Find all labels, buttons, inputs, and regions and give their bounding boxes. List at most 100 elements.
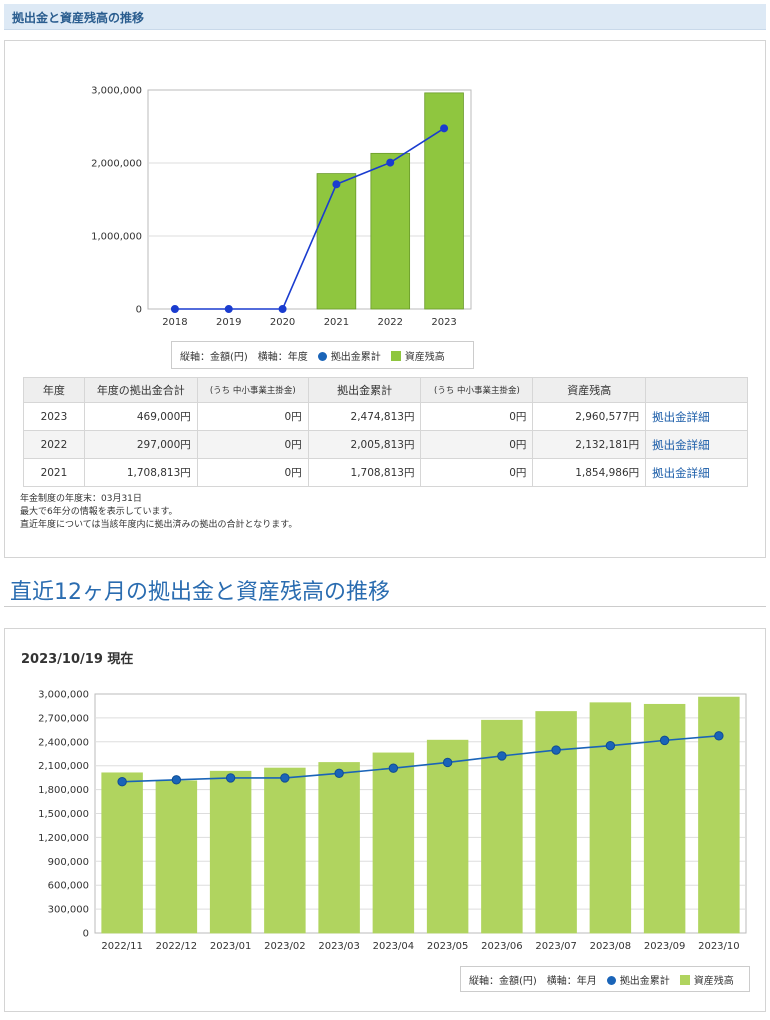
legend-axis-note: 縦軸：金額(円) 横軸：年度	[180, 351, 308, 363]
notes: 年金制度の年度末：03月31日 最大で6年分の情報を表示しています。 直近年度に…	[20, 493, 297, 532]
x-tick-label: 2019	[216, 317, 241, 328]
legend-axis-note: 縦軸：金額(円) 横軸：年月	[469, 975, 597, 987]
divider	[4, 606, 766, 607]
cell-annual: 469,000円	[83, 402, 198, 431]
line-marker-2023/01	[225, 773, 236, 783]
y-tick-label: 3,000,000	[91, 86, 142, 97]
cell-assets: 1,854,986円	[532, 458, 647, 487]
col-header-cumulative: 拠出金累計	[307, 377, 422, 403]
annual-summary-table: 年度 年度の拠出金合計 (うち 中小事業主掛金) 拠出金累計 (うち 中小事業主…	[23, 377, 748, 487]
contribution-detail-link[interactable]: 拠出金詳細	[645, 430, 748, 459]
annual-chart-panel: 0 1,000,000 2,000,000 3,000,000 2018 2019 2020…	[4, 40, 766, 558]
plot-area	[147, 89, 472, 310]
col-header-employer: (うち 中小事業主掛金)	[196, 377, 309, 403]
legend-assets-entry: 資産残高	[679, 972, 734, 987]
line-marker-2023/05	[442, 757, 453, 768]
x-tick-label: 2018	[162, 317, 187, 328]
table-row: 2022 297,000円 0円 2,005,813円 0円 2,132,181…	[23, 430, 748, 459]
cell-assets: 2,132,181円	[532, 430, 647, 459]
contribution-detail-link[interactable]: 拠出金詳細	[645, 458, 748, 487]
line-marker-icon	[317, 351, 327, 361]
bar-2023/08	[589, 702, 632, 934]
note-fiscal-year-end: 年金制度の年度末：03月31日	[20, 494, 142, 504]
bar-2023/02	[264, 767, 306, 934]
line-marker-2019	[224, 305, 233, 313]
bar-2022	[370, 152, 411, 310]
line-marker-2022/12	[171, 775, 182, 785]
line-marker-2023/06	[497, 751, 507, 761]
table-row: 2021 1,708,813円 0円 1,708,813円 0円 1,854,9…	[23, 458, 748, 487]
bar-swatch-icon	[679, 974, 690, 985]
line-marker-2023/02	[280, 773, 290, 783]
y-tick-label: 3,000,000	[38, 690, 89, 701]
legend-contrib-entry: 拠出金累計	[317, 348, 381, 363]
bar-2023/04	[372, 752, 415, 934]
legend-contrib-label: 拠出金累計	[619, 975, 670, 987]
line-marker-2020	[278, 305, 287, 313]
bar-2023/05	[426, 739, 469, 934]
line-marker-2018	[170, 305, 179, 313]
cell-employer: 0円	[196, 458, 309, 487]
col-header-link	[645, 377, 748, 403]
cell-employer-cumulative: 0円	[420, 458, 534, 487]
table-header-row: 年度 年度の拠出金合計 (うち 中小事業主掛金) 拠出金累計 (うち 中小事業主…	[23, 377, 748, 403]
section-title-12-months: 直近12ヶ月の拠出金と資産残高の推移	[10, 580, 390, 605]
contribution-detail-link[interactable]: 拠出金詳細	[645, 402, 748, 431]
y-tick-label: 2,000,000	[91, 159, 142, 170]
section-header: 拠出金と資産残高の推移	[4, 4, 766, 30]
note-latest-year: 直近年度については当該年度内に拠出済みの拠出の合計となります。	[20, 520, 298, 530]
monthly-chart-panel: 2023/10/19 現在 0 300,000 600,000 900,000 1,20…	[4, 628, 766, 1012]
cell-annual: 297,000円	[83, 430, 198, 459]
y-tick-label: 1,500,000	[38, 809, 89, 820]
cell-year: 2022	[23, 430, 85, 459]
x-tick-label: 2023/04	[373, 941, 415, 952]
y-tick-label: 300,000	[48, 905, 89, 916]
col-header-assets: 資産残高	[532, 377, 647, 403]
annual-chart: 0 1,000,000 2,000,000 3,000,000 2018 2019 2020…	[91, 86, 472, 328]
annual-chart-legend: 縦軸：金額(円) 横軸：年度 拠出金累計 資産残高	[171, 341, 474, 369]
x-tick-label: 2022	[378, 317, 403, 328]
x-tick-label: 2023/07	[535, 941, 577, 952]
x-tick-label: 2023/01	[210, 941, 252, 952]
note-max-years: 最大で6年分の情報を表示しています。	[20, 507, 178, 517]
line-marker-2022/11	[117, 777, 127, 787]
x-tick-label: 2023	[431, 317, 456, 328]
col-header-annual: 年度の拠出金合計	[83, 377, 198, 403]
y-tick-label: 2,100,000	[38, 761, 89, 772]
cell-year: 2021	[23, 458, 85, 487]
line-marker-2023/08	[605, 741, 616, 751]
cell-cumulative: 1,708,813円	[307, 458, 422, 487]
x-tick-label: 2023/09	[644, 941, 686, 952]
y-tick-label: 600,000	[48, 881, 89, 892]
line-marker-2023/07	[551, 745, 561, 755]
x-tick-label: 2022/12	[156, 941, 198, 952]
cell-employer-cumulative: 0円	[420, 402, 534, 431]
x-tick-label: 2023/02	[264, 941, 306, 952]
legend-contrib-entry: 拠出金累計	[606, 972, 670, 987]
col-header-year: 年度	[23, 377, 85, 403]
bar-2023/07	[535, 711, 577, 934]
line-marker-2021	[332, 180, 341, 189]
as-of-date: 2023/10/19 現在	[21, 652, 134, 667]
bar-2023/01	[209, 770, 252, 934]
line-contribution-series	[122, 735, 719, 783]
monthly-chart: 0 300,000 600,000 900,000 1,200,000 1,500,000…	[38, 690, 747, 952]
line-marker-2023/09	[659, 735, 670, 746]
bar-swatch-icon	[390, 350, 401, 361]
line-marker-icon	[606, 975, 616, 985]
cell-employer: 0円	[196, 402, 309, 431]
line-marker-2023/03	[334, 768, 344, 778]
x-tick-label: 2022/11	[101, 941, 143, 952]
cell-employer: 0円	[196, 430, 309, 459]
line-marker-2023/04	[388, 763, 399, 773]
x-tick-label: 2023/03	[318, 941, 360, 952]
cell-annual: 1,708,813円	[83, 458, 198, 487]
y-tick-label: 2,700,000	[38, 713, 89, 724]
legend-assets-label: 資産残高	[404, 351, 445, 363]
y-tick-label: 1,200,000	[38, 833, 89, 844]
line-contribution-series	[174, 127, 445, 310]
line-marker-2022	[386, 158, 395, 167]
bar-2023/03	[318, 762, 360, 934]
x-tick-label: 2023/08	[590, 941, 632, 952]
bar-2022/11	[101, 772, 143, 934]
